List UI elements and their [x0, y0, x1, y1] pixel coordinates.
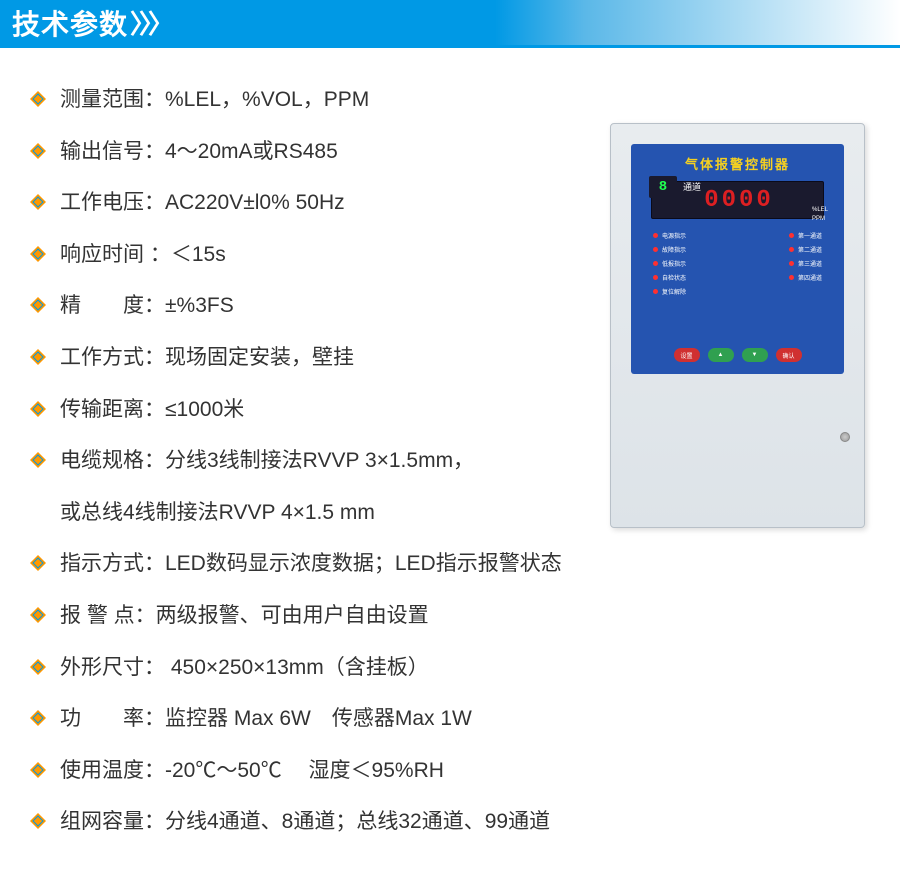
diamond-bullet-icon	[30, 349, 46, 365]
unit-labels: %LEL PPM	[812, 206, 828, 224]
diamond-bullet-icon	[30, 91, 46, 107]
spec-text: 传输距离：≤1000米	[60, 393, 590, 427]
spec-item: 报 警 点：两级报警、可由用户自由设置	[30, 599, 590, 633]
diamond-bullet-icon	[30, 297, 46, 313]
lock-icon	[840, 432, 850, 442]
diamond-bullet-icon	[30, 659, 46, 675]
left-led-col: 电源指示故障指示低报指示自检状态复位解除	[653, 231, 686, 296]
spec-text: 功 率：监控器 Max 6W 传感器Max 1W	[60, 702, 590, 736]
led-digit-0: 0	[704, 187, 718, 214]
led-dot-icon	[653, 233, 658, 238]
led-dot-icon	[789, 247, 794, 252]
unit-ppm: PPM	[812, 215, 828, 224]
led-dot-icon	[789, 233, 794, 238]
channel-led: 第四通道	[789, 273, 822, 282]
diamond-bullet-icon	[30, 246, 46, 262]
led-dot-icon	[789, 261, 794, 266]
led-label: 第一通道	[798, 231, 822, 240]
spec-text: 工作方式：现场固定安装，壁挂	[60, 341, 590, 375]
device-illustration: 气体报警控制器 8 通道 0 0 0 0 %LEL PPM 电源指示故障指示低报…	[610, 123, 865, 528]
device-front-panel: 气体报警控制器 8 通道 0 0 0 0 %LEL PPM 电源指示故障指示低报…	[631, 144, 844, 374]
spec-item: 电缆规格：分线3线制接法RVVP 3×1.5mm，	[30, 444, 590, 478]
spec-item: 工作电压：AC220V±l0% 50Hz	[30, 186, 590, 220]
channel-digit: 8	[659, 179, 667, 195]
diamond-bullet-icon	[30, 452, 46, 468]
channel-led: 第二通道	[789, 245, 822, 254]
spec-item: 输出信号：4～20mA或RS485	[30, 135, 590, 169]
channel-label: 通道	[683, 180, 701, 193]
spec-item: 组网容量：分线4通道、8通道；总线32通道、99通道	[30, 805, 590, 839]
diamond-bullet-icon	[30, 813, 46, 829]
spec-text: 组网容量：分线4通道、8通道；总线32通道、99通道	[60, 805, 590, 839]
device-btn-up: ▲	[708, 348, 734, 362]
spec-item: 测量范围：%LEL，%VOL，PPM	[30, 83, 590, 117]
spec-item: 功 率：监控器 Max 6W 传感器Max 1W	[30, 702, 590, 736]
spec-item: 响应时间 ：＜15s	[30, 238, 590, 272]
led-label: 故障指示	[662, 245, 686, 254]
right-led-col: 第一通道第二通道第三通道第四通道	[789, 231, 822, 296]
status-led: 电源指示	[653, 231, 686, 240]
channel-display: 8	[649, 176, 677, 198]
diamond-bullet-icon	[30, 710, 46, 726]
diamond-bullet-icon	[30, 555, 46, 571]
led-dot-icon	[653, 275, 658, 280]
status-led: 自检状态	[653, 273, 686, 282]
status-led: 低报指示	[653, 259, 686, 268]
led-label: 第四通道	[798, 273, 822, 282]
led-label: 电源指示	[662, 231, 686, 240]
device-enclosure: 气体报警控制器 8 通道 0 0 0 0 %LEL PPM 电源指示故障指示低报…	[610, 123, 865, 528]
spec-item: 指示方式：LED数码显示浓度数据；LED指示报警状态	[30, 547, 590, 581]
spec-text: 外形尺寸： 450×250×13mm（含挂板）	[60, 651, 590, 685]
led-dot-icon	[653, 289, 658, 294]
device-btn-ok: 确认	[776, 348, 802, 362]
diamond-bullet-icon	[30, 762, 46, 778]
channel-led: 第一通道	[789, 231, 822, 240]
device-btn-set: 设置	[674, 348, 700, 362]
spec-text: 使用温度：-20℃～50℃ 湿度＜95%RH	[60, 754, 590, 788]
content-area: 测量范围：%LEL，%VOL，PPM 输出信号：4～20mA或RS485 工作电压：…	[0, 48, 900, 877]
spec-item: 传输距离：≤1000米	[30, 393, 590, 427]
header-arrows-icon: 〉〉〉	[130, 4, 170, 41]
status-led: 复位解除	[653, 287, 686, 296]
spec-text: 测量范围：%LEL，%VOL，PPM	[60, 83, 590, 117]
device-title: 气体报警控制器	[641, 154, 834, 173]
status-led: 故障指示	[653, 245, 686, 254]
led-label: 第三通道	[798, 259, 822, 268]
channel-led: 第三通道	[789, 259, 822, 268]
spec-text: 指示方式：LED数码显示浓度数据；LED指示报警状态	[60, 547, 590, 581]
device-btn-down: ▼	[742, 348, 768, 362]
led-dot-icon	[653, 261, 658, 266]
diamond-bullet-icon	[30, 194, 46, 210]
led-dot-icon	[789, 275, 794, 280]
diamond-bullet-icon	[30, 401, 46, 417]
page-title: 技术参数	[0, 3, 128, 43]
led-digit-2: 0	[739, 187, 753, 214]
spec-item: 外形尺寸： 450×250×13mm（含挂板）	[30, 651, 590, 685]
diamond-bullet-icon	[30, 607, 46, 623]
status-led-row: 电源指示故障指示低报指示自检状态复位解除 第一通道第二通道第三通道第四通道	[653, 231, 822, 296]
spec-text: 报 警 点：两级报警、可由用户自由设置	[60, 599, 590, 633]
spec-text: 工作电压：AC220V±l0% 50Hz	[60, 186, 590, 220]
diamond-bullet-icon	[30, 143, 46, 159]
led-dot-icon	[653, 247, 658, 252]
led-digit-3: 0	[756, 187, 770, 214]
spec-item: 精 度：±%3FS	[30, 289, 590, 323]
spec-item: 使用温度：-20℃～50℃ 湿度＜95%RH	[30, 754, 590, 788]
led-digit-1: 0	[722, 187, 736, 214]
spec-text: 输出信号：4～20mA或RS485	[60, 135, 590, 169]
spec-item: 工作方式：现场固定安装，壁挂	[30, 341, 590, 375]
spec-list: 测量范围：%LEL，%VOL，PPM 输出信号：4～20mA或RS485 工作电压：…	[30, 83, 590, 839]
device-button-row: 设置 ▲ ▼ 确认	[631, 348, 844, 362]
spec-text-continuation: 或总线4线制接法RVVP 4×1.5 mm	[60, 496, 590, 530]
unit-lel: %LEL	[812, 206, 828, 215]
led-label: 第二通道	[798, 245, 822, 254]
header-bar: 技术参数 〉〉〉	[0, 0, 900, 48]
spec-text: 电缆规格：分线3线制接法RVVP 3×1.5mm，	[60, 444, 590, 478]
led-label: 复位解除	[662, 287, 686, 296]
led-label: 低报指示	[662, 259, 686, 268]
spec-text: 精 度：±%3FS	[60, 289, 590, 323]
spec-text: 响应时间 ：＜15s	[60, 238, 590, 272]
led-label: 自检状态	[662, 273, 686, 282]
